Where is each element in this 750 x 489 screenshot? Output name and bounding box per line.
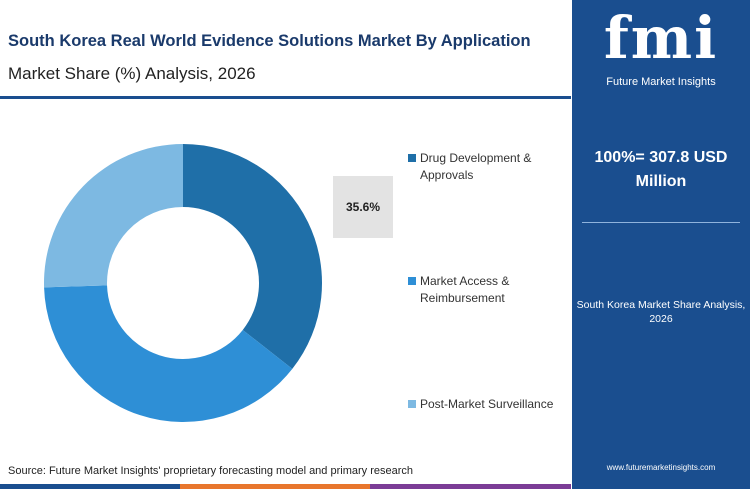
logo-caption: Future Market Insights [606,76,716,88]
total-label: 100%= 307.8 USD Million [594,149,728,190]
header-rule [0,96,571,99]
logo: fmi [603,4,719,72]
legend-item: Market Access & Reimbursement [408,273,570,307]
chart-subtitle: Market Share (%) Analysis, 2026 [8,64,256,83]
footer-strip [180,484,370,489]
legend-swatch [408,400,416,408]
legend-item: Post-Market Surveillance [408,396,570,413]
donut-slice [44,285,293,423]
panel-rule [582,222,740,223]
donut-slice [44,144,183,288]
legend-item: Drug Development & Approvals [408,150,570,184]
footer-strip [0,484,180,489]
side-panel: fmi Future Market Insights 100%= 307.8 U… [572,0,750,489]
legend-label: Drug Development & Approvals [420,151,532,182]
value-label: 35.6% [333,176,393,238]
legend-swatch [408,154,416,162]
legend-swatch [408,277,416,285]
footer-strip [370,484,571,489]
chart [44,144,322,423]
donut-slice [183,144,322,369]
legend-label: Post-Market Surveillance [420,397,554,411]
source-note: Source: Future Market Insights' propriet… [8,465,413,477]
url: www.futuremarketinsights.com [606,463,716,472]
chart-title: South Korea Real World Evidence Solution… [8,32,531,50]
legend-label: Market Access & Reimbursement [420,274,510,305]
panel-caption: South Korea Market Share Analysis, 2026 [576,299,746,325]
